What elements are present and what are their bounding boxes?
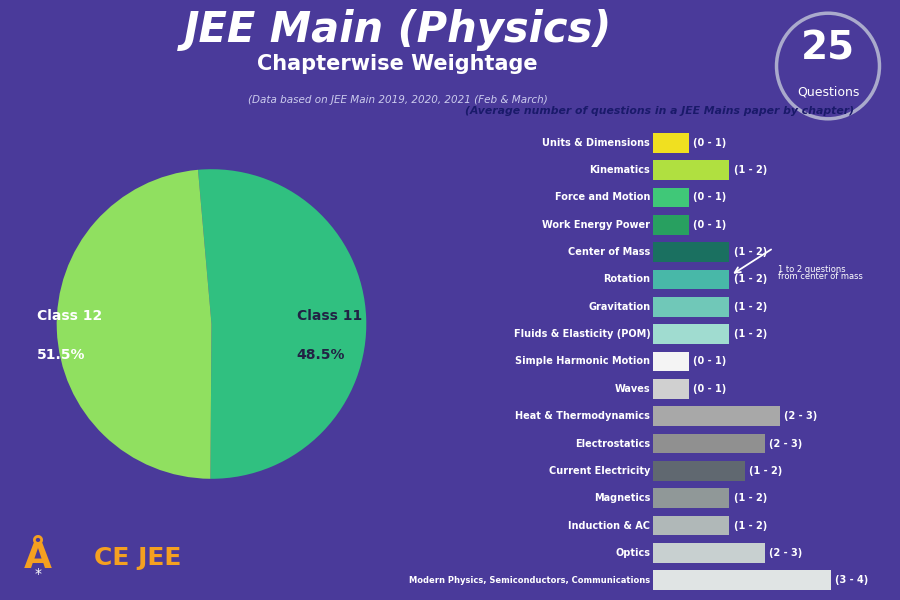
Text: CE JEE: CE JEE xyxy=(94,546,182,570)
Bar xyxy=(653,516,729,535)
Text: (0 - 1): (0 - 1) xyxy=(693,220,726,230)
Text: Center of Mass: Center of Mass xyxy=(568,247,650,257)
Text: 1 to 2 questions: 1 to 2 questions xyxy=(778,265,846,274)
Bar xyxy=(653,188,688,207)
Bar xyxy=(653,324,729,344)
Text: 48.5%: 48.5% xyxy=(297,348,345,362)
Bar xyxy=(653,215,688,235)
Text: Current Electricity: Current Electricity xyxy=(549,466,650,476)
Text: Chapterwise Weightage: Chapterwise Weightage xyxy=(257,54,538,74)
Bar xyxy=(653,269,729,289)
Text: (1 - 2): (1 - 2) xyxy=(749,466,782,476)
Text: Optics: Optics xyxy=(616,548,650,558)
Text: Simple Harmonic Motion: Simple Harmonic Motion xyxy=(515,356,650,367)
Text: Rotation: Rotation xyxy=(603,274,650,284)
Text: (0 - 1): (0 - 1) xyxy=(693,356,726,367)
Text: Gravitation: Gravitation xyxy=(588,302,650,312)
Text: JEE Main (Physics): JEE Main (Physics) xyxy=(184,8,612,50)
Text: (1 - 2): (1 - 2) xyxy=(734,165,767,175)
Text: (0 - 1): (0 - 1) xyxy=(693,384,726,394)
Text: Modern Physics, Semiconductors, Communications: Modern Physics, Semiconductors, Communic… xyxy=(410,576,650,585)
Bar xyxy=(653,133,688,152)
Text: Force and Motion: Force and Motion xyxy=(555,193,650,202)
Text: Fluids & Elasticity (POM): Fluids & Elasticity (POM) xyxy=(514,329,650,339)
Text: Class 11: Class 11 xyxy=(297,309,362,323)
Text: (1 - 2): (1 - 2) xyxy=(734,493,767,503)
Text: Induction & AC: Induction & AC xyxy=(568,521,650,530)
Text: (Data based on JEE Main 2019, 2020, 2021 (Feb & March): (Data based on JEE Main 2019, 2020, 2021… xyxy=(248,95,548,105)
Text: from center of mass: from center of mass xyxy=(778,272,863,281)
Text: Units & Dimensions: Units & Dimensions xyxy=(543,137,650,148)
Text: 51.5%: 51.5% xyxy=(38,348,86,362)
Text: (1 - 2): (1 - 2) xyxy=(734,247,767,257)
Bar xyxy=(653,571,831,590)
Text: Questions: Questions xyxy=(796,86,860,99)
Text: Waves: Waves xyxy=(615,384,650,394)
Text: (1 - 2): (1 - 2) xyxy=(734,274,767,284)
Text: Class 12: Class 12 xyxy=(38,309,103,323)
Bar xyxy=(653,543,765,563)
Text: (Average number of questions in a JEE Mains paper by chapter): (Average number of questions in a JEE Ma… xyxy=(464,106,854,116)
Bar xyxy=(653,488,729,508)
Bar xyxy=(653,160,729,180)
Bar xyxy=(653,406,780,426)
Bar xyxy=(653,434,765,454)
Bar xyxy=(653,352,688,371)
Text: Kinematics: Kinematics xyxy=(590,165,650,175)
Text: (2 - 3): (2 - 3) xyxy=(770,548,803,558)
Bar xyxy=(653,379,688,398)
Text: (2 - 3): (2 - 3) xyxy=(785,411,818,421)
Bar xyxy=(653,461,744,481)
Text: Heat & Thermodynamics: Heat & Thermodynamics xyxy=(516,411,650,421)
Text: Å: Å xyxy=(24,541,52,575)
Text: (1 - 2): (1 - 2) xyxy=(734,521,767,530)
Text: 25: 25 xyxy=(801,29,855,67)
Text: Work Energy Power: Work Energy Power xyxy=(542,220,650,230)
Text: (0 - 1): (0 - 1) xyxy=(693,193,726,202)
Text: (3 - 4): (3 - 4) xyxy=(835,575,868,586)
Text: *: * xyxy=(35,567,41,581)
Text: Electrostatics: Electrostatics xyxy=(575,439,650,449)
Wedge shape xyxy=(198,169,366,479)
Text: (1 - 2): (1 - 2) xyxy=(734,302,767,312)
Text: (0 - 1): (0 - 1) xyxy=(693,137,726,148)
Bar xyxy=(653,242,729,262)
Wedge shape xyxy=(57,170,212,479)
Bar xyxy=(653,297,729,317)
Text: (2 - 3): (2 - 3) xyxy=(770,439,803,449)
Text: (1 - 2): (1 - 2) xyxy=(734,329,767,339)
Text: Magnetics: Magnetics xyxy=(594,493,650,503)
